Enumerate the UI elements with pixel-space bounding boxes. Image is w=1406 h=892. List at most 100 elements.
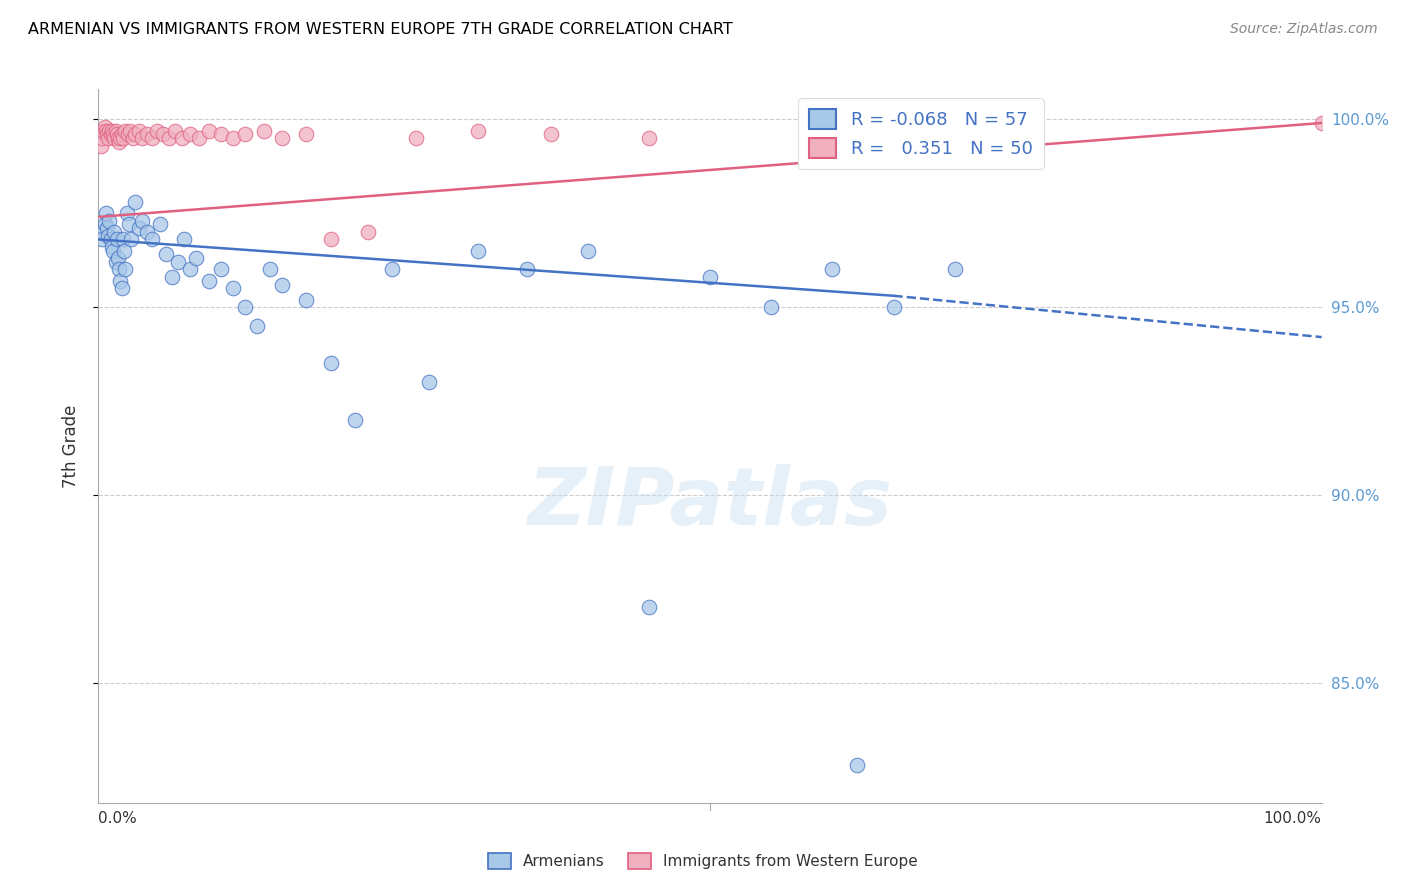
Point: [179, 262, 201, 277]
Point: [100, 232, 122, 246]
Point: [246, 318, 269, 333]
Point: [120, 123, 142, 137]
Point: [110, 131, 132, 145]
Point: [319, 356, 342, 370]
Point: [418, 375, 440, 389]
Point: [381, 262, 404, 277]
Legend: Armenians, Immigrants from Western Europe: Armenians, Immigrants from Western Europ…: [482, 847, 924, 875]
Point: [699, 270, 721, 285]
Point: [108, 262, 131, 277]
Point: [467, 244, 489, 258]
Point: [149, 218, 172, 232]
Point: [821, 262, 844, 277]
Point: [173, 232, 195, 246]
Point: [179, 128, 201, 142]
Point: [197, 274, 219, 288]
Point: [165, 123, 187, 137]
Point: [209, 262, 232, 277]
Point: [467, 123, 489, 137]
Legend: R = -0.068   N = 57, R =   0.351   N = 50: R = -0.068 N = 57, R = 0.351 N = 50: [799, 98, 1043, 169]
Point: [111, 128, 134, 142]
Point: [97, 228, 120, 243]
Point: [90, 225, 112, 239]
Point: [104, 255, 127, 269]
Point: [91, 131, 114, 145]
Point: [186, 251, 208, 265]
Point: [96, 128, 118, 142]
Point: [118, 218, 141, 232]
Point: [105, 232, 128, 246]
Point: [91, 232, 114, 246]
Point: [146, 123, 169, 137]
Point: [233, 128, 256, 142]
Point: [1310, 116, 1333, 130]
Point: [111, 281, 134, 295]
Y-axis label: 7th Grade: 7th Grade: [62, 404, 80, 488]
Point: [101, 240, 124, 254]
Text: 0.0%: 0.0%: [98, 812, 138, 826]
Point: [141, 131, 163, 145]
Point: [91, 123, 114, 137]
Point: [136, 128, 159, 142]
Point: [114, 262, 136, 277]
Point: [90, 138, 112, 153]
Point: [108, 135, 131, 149]
Point: [187, 131, 209, 145]
Point: [131, 213, 153, 227]
Point: [128, 123, 150, 137]
Text: Source: ZipAtlas.com: Source: ZipAtlas.com: [1230, 22, 1378, 37]
Point: [131, 131, 153, 145]
Point: [103, 131, 125, 145]
Point: [94, 123, 117, 137]
Point: [295, 293, 318, 307]
Point: [515, 262, 537, 277]
Point: [295, 128, 318, 142]
Point: [107, 251, 129, 265]
Point: [96, 221, 118, 235]
Point: [356, 225, 378, 239]
Point: [98, 123, 121, 137]
Point: [124, 128, 146, 142]
Point: [167, 255, 190, 269]
Point: [883, 300, 905, 314]
Point: [111, 131, 134, 145]
Point: [101, 244, 124, 258]
Point: [112, 244, 135, 258]
Point: [120, 232, 142, 246]
Point: [110, 274, 132, 288]
Point: [222, 281, 245, 295]
Point: [121, 131, 143, 145]
Point: [319, 232, 342, 246]
Point: [93, 218, 115, 232]
Point: [638, 600, 661, 615]
Point: [101, 128, 124, 142]
Point: [136, 225, 159, 239]
Point: [104, 123, 127, 137]
Point: [761, 300, 783, 314]
Point: [233, 300, 256, 314]
Point: [638, 131, 661, 145]
Point: [270, 277, 294, 292]
Point: [576, 244, 599, 258]
Point: [344, 413, 367, 427]
Text: ZIPatlas: ZIPatlas: [527, 464, 893, 542]
Point: [160, 270, 183, 285]
Point: [117, 128, 139, 142]
Point: [209, 128, 232, 142]
Point: [107, 131, 129, 145]
Point: [157, 131, 180, 145]
Point: [124, 194, 146, 209]
Point: [152, 128, 174, 142]
Point: [197, 123, 219, 137]
Point: [540, 128, 562, 142]
Point: [103, 225, 125, 239]
Point: [222, 131, 245, 145]
Point: [101, 123, 124, 137]
Text: 100.0%: 100.0%: [1264, 812, 1322, 826]
Point: [270, 131, 294, 145]
Point: [111, 232, 134, 246]
Point: [105, 128, 128, 142]
Point: [97, 131, 120, 145]
Point: [115, 206, 138, 220]
Point: [845, 758, 868, 772]
